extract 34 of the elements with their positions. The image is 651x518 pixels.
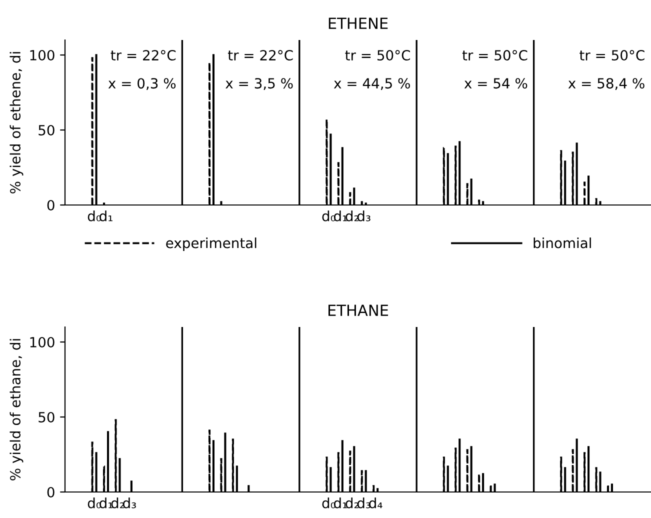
x-tick-label: d₁ bbox=[334, 210, 347, 222]
annotation: tr = 22°C bbox=[228, 50, 293, 61]
y-tick-label: 50 bbox=[38, 412, 54, 422]
x-tick-label: d₁ bbox=[334, 498, 347, 508]
legend-label: binomial bbox=[534, 238, 591, 248]
x-tick-label: d₁ bbox=[100, 498, 112, 508]
x-tick-label: d₂ bbox=[111, 498, 124, 508]
x-tick-label: d₄ bbox=[369, 498, 382, 508]
annotation: x = 0,3 % bbox=[108, 78, 176, 90]
y-tick-label: 50 bbox=[38, 124, 54, 136]
y-axis-title: % yield of ethane, di bbox=[10, 339, 24, 480]
y-tick-label: 0 bbox=[47, 200, 54, 210]
legend-label: experimental bbox=[166, 238, 256, 251]
annotation: tr = 50°C bbox=[462, 50, 528, 61]
annotation: x = 3,5 % bbox=[226, 78, 293, 90]
x-tick-label: d₂ bbox=[346, 498, 358, 508]
x-tick-label: d₃ bbox=[357, 210, 370, 222]
annotation: tr = 50°C bbox=[580, 50, 644, 61]
x-tick-label: d₃ bbox=[123, 498, 136, 508]
y-tick-label: 0 bbox=[47, 486, 54, 498]
y-axis-title: % yield of ethene, di bbox=[10, 52, 24, 194]
annotation: tr = 22°C bbox=[110, 50, 176, 61]
annotation: x = 58,4 % bbox=[568, 78, 644, 90]
x-tick-label: d₂ bbox=[346, 210, 358, 222]
annotation: tr = 50°C bbox=[345, 50, 410, 61]
x-tick-label: d₁ bbox=[100, 210, 112, 222]
annotation: x = 44,5 % bbox=[334, 78, 410, 90]
chart-title: ETHANE bbox=[328, 304, 388, 316]
annotation: x = 54 % bbox=[464, 78, 528, 89]
y-tick-label: 100 bbox=[30, 50, 54, 60]
x-tick-label: d₀ bbox=[322, 210, 336, 222]
chart-title: ETHENE bbox=[328, 18, 388, 29]
x-tick-label: d₀ bbox=[322, 498, 336, 508]
y-tick-label: 100 bbox=[30, 336, 54, 348]
